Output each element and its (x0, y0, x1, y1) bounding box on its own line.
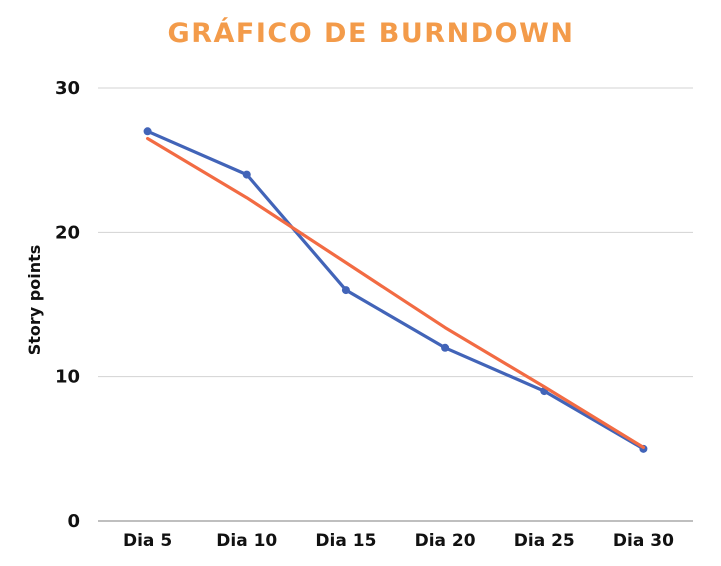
x-tick-label-2: Dia 10 (216, 531, 277, 551)
chart-title: GRÁFICO DE BURNDOWN (168, 17, 575, 49)
series-1-point-2 (242, 170, 251, 179)
x-tick-label-4: Dia 20 (415, 531, 476, 551)
y-axis-label: Story points (25, 245, 44, 356)
y-tick-labels: 0 10 20 30 (55, 78, 80, 532)
x-tick-label-6: Dia 30 (613, 531, 674, 551)
grid-lines (98, 87, 693, 378)
y-tick-label-0: 0 (67, 511, 80, 532)
y-tick-label-20: 20 (55, 222, 80, 243)
series-1-point-1 (143, 127, 152, 136)
x-tick-labels: Dia 5 Dia 10 Dia 15 Dia 20 Dia 25 Dia 30 (123, 531, 674, 551)
y-tick-label-30: 30 (55, 78, 80, 99)
series-1-point-3 (341, 286, 350, 295)
series-1-line (145, 129, 646, 451)
x-tick-label-3: Dia 15 (315, 531, 376, 551)
x-tick-label-1: Dia 5 (123, 531, 172, 551)
x-tick-label-5: Dia 25 (514, 531, 575, 551)
y-tick-label-10: 10 (55, 367, 80, 388)
series (143, 127, 648, 453)
series-2-line (145, 136, 646, 449)
series-1-point-4 (441, 343, 450, 352)
